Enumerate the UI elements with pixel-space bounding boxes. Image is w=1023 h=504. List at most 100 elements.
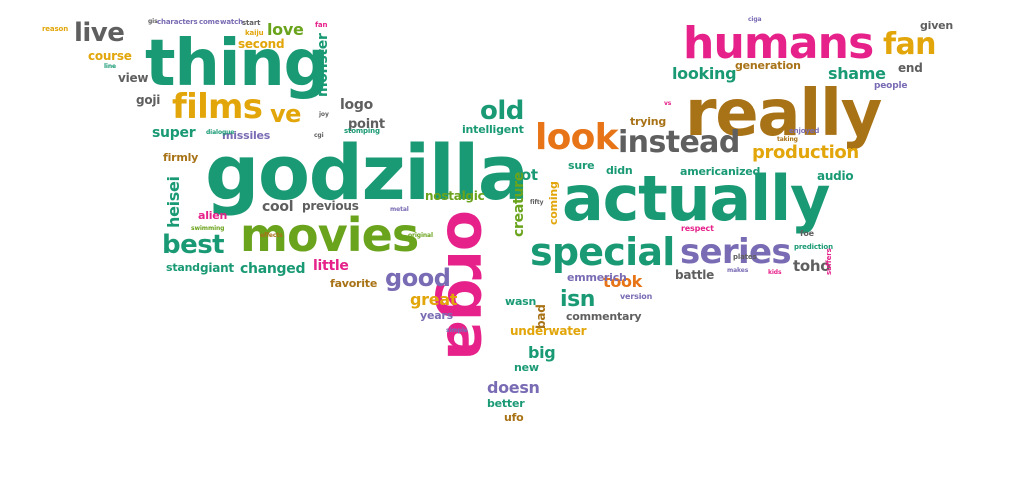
- word-super: super: [152, 125, 196, 141]
- word-goji: goji: [136, 93, 161, 107]
- word-americanized: americanized: [680, 165, 761, 178]
- word-original: original: [408, 232, 433, 239]
- word-wasn: wasn: [505, 295, 537, 308]
- word-series: series: [680, 232, 792, 272]
- word-given: given: [920, 19, 954, 32]
- word-isn: isn: [560, 287, 595, 312]
- word-second: second: [238, 37, 285, 51]
- word-generation: generation: [735, 59, 801, 72]
- word-watch: watch: [220, 18, 243, 26]
- word-battle: battle: [675, 268, 714, 282]
- word-live: live: [74, 18, 125, 48]
- word-kaiju: kaiju: [245, 29, 264, 37]
- word-metal: metal: [390, 206, 409, 213]
- word-enjoyed: enjoyed: [789, 127, 820, 135]
- word-favorite: favorite: [330, 277, 378, 290]
- word-nostalgic: nostalgic: [425, 189, 485, 203]
- word-plates: plates: [733, 253, 757, 261]
- word-better: better: [487, 397, 525, 410]
- word-fan: fan: [315, 21, 328, 29]
- word-emmerich: emmerich: [567, 271, 627, 284]
- word-godzilla: godzilla: [205, 128, 529, 217]
- word-trying: trying: [630, 115, 667, 128]
- word-ufo: ufo: [504, 411, 524, 424]
- word-changed: changed: [240, 261, 306, 277]
- word-gis: gis: [148, 18, 158, 25]
- word-special: special: [530, 230, 675, 274]
- word-films: films: [172, 87, 263, 127]
- word-took: took: [603, 272, 642, 291]
- word-previous: previous: [302, 199, 359, 213]
- word-underwater: underwater: [510, 324, 587, 338]
- word-taking: taking: [777, 136, 798, 143]
- word-swimming: swimming: [191, 225, 225, 232]
- word-missiles: missiles: [222, 129, 271, 142]
- word-cgi: cgi: [314, 132, 324, 139]
- word-instead: instead: [618, 125, 740, 160]
- word-humans: humans: [683, 18, 874, 69]
- word-people: people: [874, 81, 908, 91]
- word-start: start: [242, 19, 261, 27]
- word-didn: didn: [606, 164, 633, 177]
- word-love: love: [267, 20, 304, 39]
- word-look: look: [535, 117, 619, 158]
- word-shame: shame: [828, 64, 886, 83]
- word-great: great: [410, 290, 458, 309]
- word-line: line: [104, 63, 116, 70]
- word-big: big: [528, 343, 556, 362]
- word-thing: thing: [145, 27, 329, 101]
- word-reason: reason: [42, 25, 69, 33]
- word-new: new: [514, 361, 539, 374]
- word-version: version: [620, 292, 653, 301]
- word-stomping: stomping: [344, 127, 380, 135]
- word-respect: respect: [681, 224, 714, 233]
- word-kids: kids: [768, 269, 782, 276]
- word-course: course: [88, 49, 132, 63]
- word-giant: giant: [200, 261, 234, 275]
- word-alien: alien: [198, 209, 228, 222]
- word-firmly: firmly: [163, 151, 199, 164]
- word-characters: characters: [157, 18, 198, 26]
- word-prediction: prediction: [794, 243, 833, 251]
- word-fifty: fifty: [530, 199, 544, 206]
- word-fan: fan: [883, 27, 936, 62]
- word-good: good: [385, 264, 451, 292]
- word-vs: vs: [664, 100, 672, 107]
- word-monster: monster: [315, 33, 331, 97]
- word-production: production: [752, 142, 859, 163]
- word-makes: makes: [727, 267, 749, 274]
- word-best: best: [162, 230, 225, 260]
- word-years: years: [420, 309, 453, 322]
- word-commentary: commentary: [566, 310, 642, 323]
- word-intelligent: intelligent: [462, 123, 524, 136]
- word-effects: effects: [260, 232, 283, 239]
- word-sure: sure: [568, 159, 595, 172]
- word-end: end: [898, 61, 923, 75]
- word-come: come: [199, 18, 220, 26]
- word-joy: joy: [319, 111, 329, 118]
- word-toho: toho: [793, 257, 831, 275]
- word-cool: cool: [262, 199, 294, 215]
- word-old: old: [480, 96, 524, 126]
- word-little: little: [313, 258, 349, 274]
- word-looking: looking: [672, 64, 737, 83]
- word-coming: coming: [547, 180, 560, 225]
- word-audio: audio: [817, 169, 854, 183]
- word-doesn: doesn: [487, 378, 540, 397]
- word-stand: stand: [166, 261, 200, 274]
- word-ve: ve: [270, 100, 301, 128]
- word-actually: actually: [562, 162, 830, 235]
- word-simple: simple: [446, 327, 468, 334]
- word-movies: movies: [240, 208, 419, 262]
- word-creature: creature: [511, 172, 527, 237]
- word-dialogue: dialogue: [206, 129, 235, 136]
- word-heisei: heisei: [164, 176, 183, 228]
- word-ciga: ciga: [748, 16, 762, 23]
- word-view: view: [118, 71, 149, 85]
- word-really: really: [685, 77, 882, 151]
- word-logo: logo: [340, 97, 373, 113]
- word-point: point: [348, 117, 385, 132]
- word-lot: lot: [516, 166, 538, 184]
- word-foe: foe: [800, 229, 814, 238]
